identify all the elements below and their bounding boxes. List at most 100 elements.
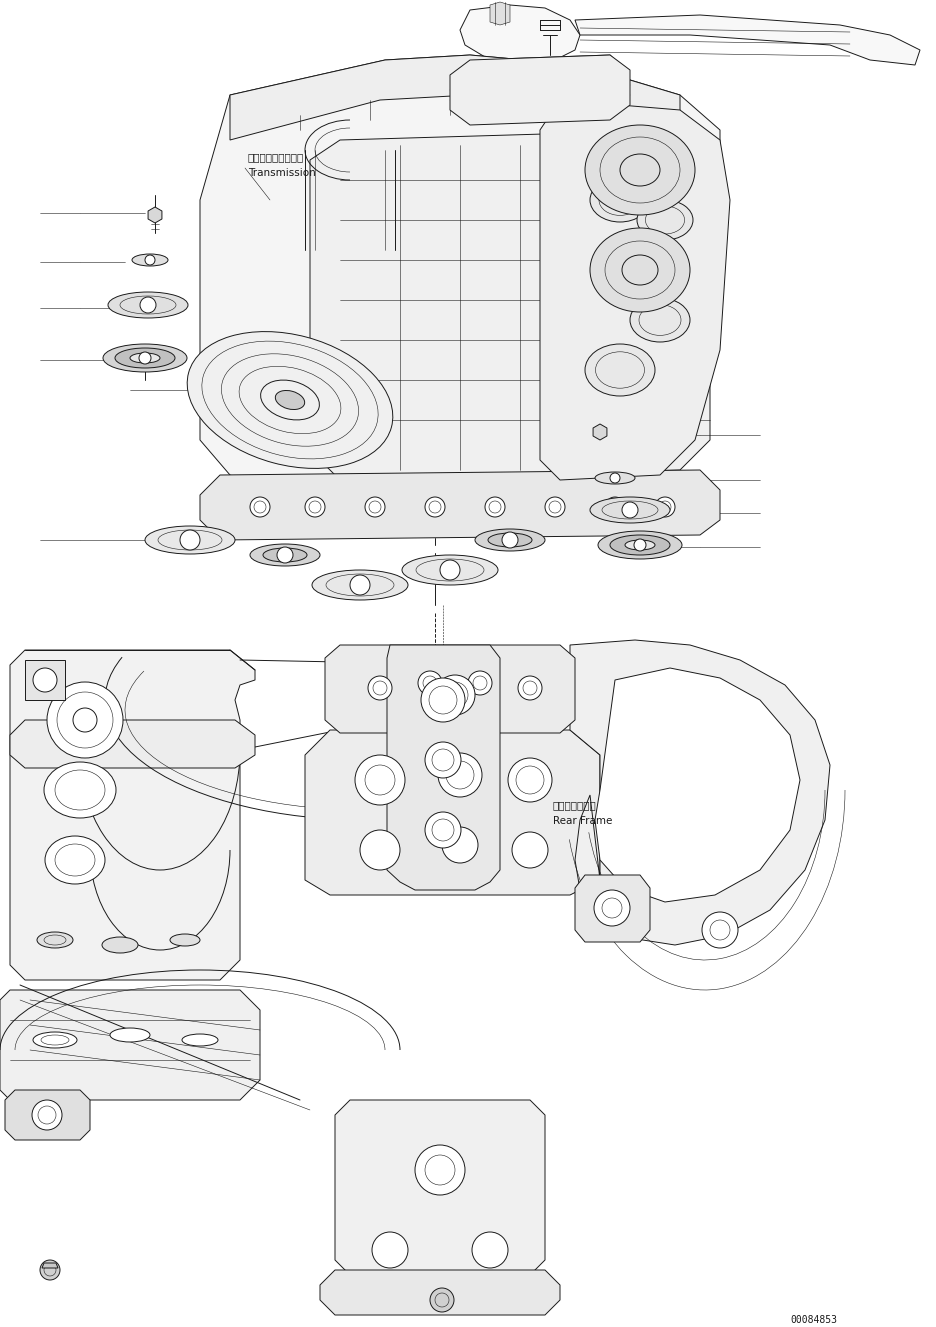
Ellipse shape [263,548,307,563]
Circle shape [485,498,505,518]
Ellipse shape [275,390,304,410]
Circle shape [467,671,491,695]
Circle shape [634,539,645,551]
Text: Rear Frame: Rear Frame [552,816,612,825]
Ellipse shape [187,332,392,468]
Polygon shape [455,54,624,119]
Circle shape [305,498,325,518]
Ellipse shape [609,535,669,555]
Ellipse shape [584,344,654,395]
Polygon shape [148,207,162,223]
Ellipse shape [584,125,695,215]
Ellipse shape [590,178,650,222]
Ellipse shape [44,762,116,817]
Ellipse shape [115,348,175,368]
Circle shape [605,498,624,518]
Circle shape [440,560,460,580]
Polygon shape [320,1270,560,1315]
Ellipse shape [169,934,199,946]
Text: 00084853: 00084853 [789,1315,836,1324]
Ellipse shape [590,498,669,523]
Polygon shape [460,5,579,65]
Polygon shape [594,667,799,902]
Ellipse shape [130,353,160,364]
Polygon shape [335,1100,545,1285]
Circle shape [507,758,551,802]
Polygon shape [569,640,829,945]
Polygon shape [10,721,255,768]
Circle shape [32,1100,62,1131]
Circle shape [437,752,481,798]
Circle shape [368,675,391,701]
Ellipse shape [250,544,320,567]
Ellipse shape [590,228,689,312]
Polygon shape [575,15,919,65]
Circle shape [502,532,518,548]
Circle shape [622,502,637,518]
Circle shape [365,498,385,518]
Polygon shape [592,425,607,441]
Polygon shape [229,54,680,141]
Polygon shape [325,645,575,733]
Text: Transmission: Transmission [248,169,315,178]
Ellipse shape [33,1032,77,1048]
Ellipse shape [103,344,187,372]
Polygon shape [305,730,599,894]
Polygon shape [387,645,500,890]
Polygon shape [310,130,709,480]
Circle shape [277,547,293,563]
Circle shape [425,498,445,518]
Ellipse shape [182,1034,218,1046]
Circle shape [425,812,461,848]
Polygon shape [199,54,719,510]
Circle shape [415,1145,464,1196]
Circle shape [425,742,461,778]
Ellipse shape [607,245,671,295]
Circle shape [250,498,270,518]
Ellipse shape [629,299,689,342]
Circle shape [417,671,442,695]
Circle shape [593,890,629,926]
Circle shape [654,498,674,518]
Circle shape [430,1289,454,1312]
Ellipse shape [102,937,138,953]
Ellipse shape [624,540,654,549]
Ellipse shape [37,932,73,947]
Ellipse shape [312,571,407,600]
Polygon shape [10,650,255,981]
Circle shape [180,529,199,549]
Circle shape [73,709,97,733]
Circle shape [47,682,123,758]
Ellipse shape [594,472,635,484]
Ellipse shape [145,525,235,553]
Ellipse shape [132,253,168,265]
Circle shape [609,472,620,483]
Circle shape [472,1231,507,1269]
Ellipse shape [108,292,188,318]
Circle shape [33,667,57,691]
Circle shape [701,912,738,947]
Text: トランスミッション: トランスミッション [248,153,304,162]
Ellipse shape [110,1028,150,1042]
Polygon shape [199,470,719,540]
Ellipse shape [402,555,497,585]
Polygon shape [449,54,629,125]
Circle shape [40,1261,60,1281]
Circle shape [139,352,151,364]
Circle shape [350,575,370,594]
Ellipse shape [597,531,681,559]
Polygon shape [490,3,509,25]
Circle shape [434,675,475,715]
Polygon shape [575,874,650,942]
Polygon shape [539,100,729,480]
Polygon shape [5,1089,90,1140]
Polygon shape [42,1263,58,1269]
Circle shape [139,297,155,313]
Circle shape [511,832,548,868]
Circle shape [518,675,541,701]
Circle shape [545,498,564,518]
Circle shape [355,755,404,805]
Circle shape [145,255,154,265]
Ellipse shape [636,200,693,240]
Ellipse shape [45,836,105,884]
